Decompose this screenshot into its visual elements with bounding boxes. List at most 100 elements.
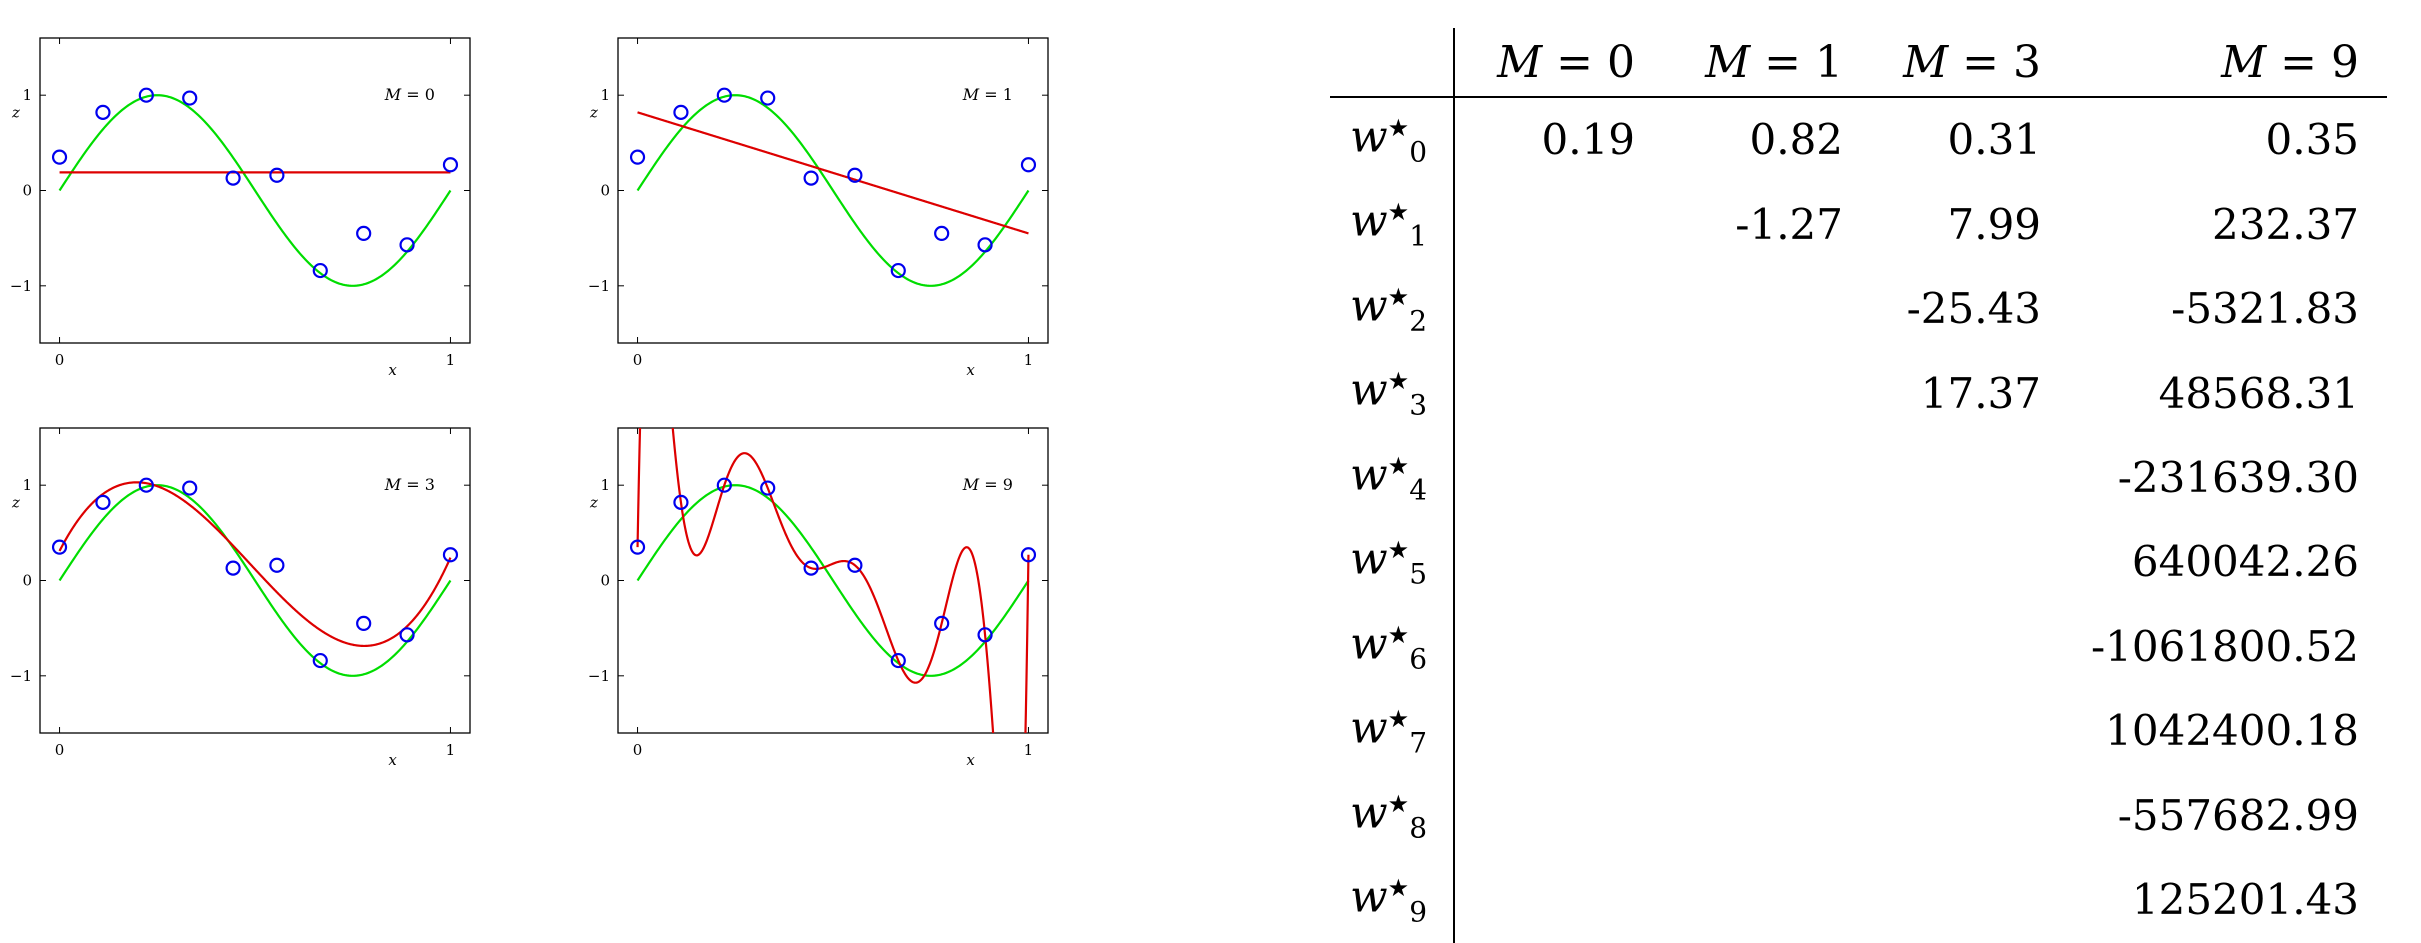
table-cell [1454,267,1663,351]
data-point [629,149,646,165]
m-symbol: M [1903,36,1949,88]
m-symbol: M [1497,36,1543,88]
coefficient-symbol: w [1350,196,1388,248]
coefficient-label: w★8 [1330,773,1456,859]
x-tick-label: 1 [446,741,456,759]
table-cell: 0.31 [1947,115,2042,165]
table-row: w★1 -1.27 7.99 232.37 [1330,182,2387,267]
x-tick-label: 1 [1024,351,1034,369]
data-point [760,480,776,496]
table-row: w★5 640042.26 [1330,520,2387,605]
coefficient-label: w★3 [1330,351,1456,436]
x-tick-label: 0 [55,351,65,369]
coefficient-index: 0 [1409,135,1428,169]
table-cell: 17.37 [1920,368,2042,418]
data-point [442,157,459,173]
table-cell: 48568.31 [2158,368,2360,418]
data-point [716,477,732,493]
model-order-value: = 9 [979,475,1013,494]
y-tick-label: −1 [588,277,610,295]
data-point [95,104,111,120]
coefficient-label: w★9 [1330,858,1456,943]
data-point [847,167,863,183]
table-cell [1663,267,1871,351]
data-point [269,557,285,573]
model-order-symbol: M [384,475,402,494]
y-tick-label: 0 [22,572,32,590]
data-point [803,560,819,576]
y-axis-label: z [11,103,20,121]
y-tick-label: 1 [600,86,610,104]
coefficient-label: w★6 [1330,604,1456,690]
data-point [977,237,993,253]
table-cell: 1042400.18 [2105,706,2360,756]
coefficient-star: ★ [1387,874,1410,903]
data-point [182,480,198,496]
table-cell: -1061800.52 [2090,621,2360,671]
data-point [399,627,415,643]
coefficient-index: 1 [1409,219,1428,253]
column-header-m3: M = 3 [1871,28,2070,98]
table-cell [1663,605,1871,689]
y-axis-label: z [589,103,598,121]
coefficient-star: ★ [1387,198,1410,227]
table-cell: 640042.26 [2131,537,2360,587]
m-symbol: M [2221,36,2267,88]
data-point [977,627,993,643]
data-point [312,262,328,279]
table-cell [1454,605,1663,689]
table-row: w★9 125201.43 [1330,858,2387,943]
y-tick-label: 1 [22,476,32,494]
data-point [760,90,776,106]
data-point [51,149,68,165]
coefficient-label: w★1 [1330,182,1456,267]
coefficient-index: 2 [1409,304,1428,338]
model-order-value: = 0 [401,85,435,104]
table-cell [1871,774,2069,858]
table-cell: 0.19 [1541,115,1636,165]
model-order-value: = 3 [401,475,435,494]
m-value: = 9 [2266,36,2360,88]
x-tick-label: 0 [633,351,643,369]
coefficient-index: 6 [1409,642,1428,676]
coefficient-label: w★0 [1330,97,1456,183]
table-cell: -5321.83 [2171,284,2360,334]
true-curve-line [58,94,452,287]
coefficient-star: ★ [1387,114,1410,142]
table-cell: 125201.43 [2131,875,2360,925]
table-cell [1454,774,1663,858]
data-point [399,237,415,253]
plot-panel: 1 0 −1 0 1 x z M = 9 [588,427,1049,769]
table-cell [1454,520,1663,604]
coefficient-star: ★ [1387,705,1410,734]
table-cell [1871,689,2069,773]
coefficient-symbol: w [1350,871,1388,923]
m-value: = 3 [1948,36,2042,88]
table-cell [1454,182,1663,266]
coefficient-symbol: w [1350,111,1388,163]
y-tick-label: 1 [600,476,610,494]
data-point [629,539,646,555]
table-cell [1663,858,1871,942]
data-point [442,547,459,563]
data-point [847,557,863,573]
coefficient-symbol: w [1350,280,1388,332]
table-cell: -231639.30 [2117,453,2360,503]
y-tick-label: 0 [22,182,32,200]
table-cell: -557682.99 [2117,790,2360,840]
data-point [182,90,198,106]
model-order-symbol: M [962,85,980,104]
plot-panel: 1 0 −1 0 1 x z M = 0 [10,37,471,379]
coefficient-index: 9 [1409,895,1428,929]
coefficient-symbol: w [1350,787,1388,839]
coefficient-symbol: w [1350,618,1388,670]
table-corner [1330,28,1456,98]
coefficient-symbol: w [1350,533,1388,585]
table-cell: -25.43 [1906,284,2042,334]
table-cell [1663,689,1871,773]
table-cell [1871,520,2069,604]
table-cell: 0.35 [2265,115,2360,165]
data-point [51,539,68,555]
x-axis-label: x [966,751,975,769]
data-point [673,104,689,120]
